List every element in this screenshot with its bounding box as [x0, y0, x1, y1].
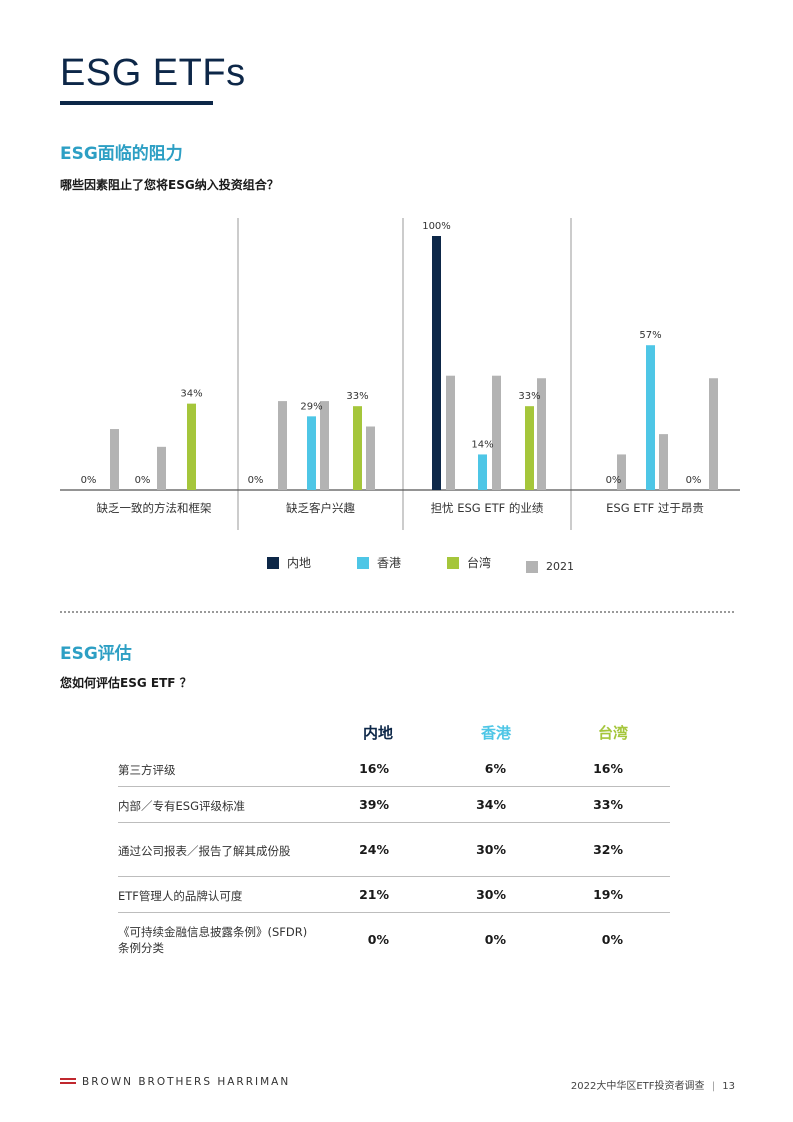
legend-swatch-taiwan: [447, 556, 459, 569]
table-row-label-line1: 《可持续金融信息披露条例》(SFDR): [118, 925, 308, 939]
table-cell: 30%: [476, 887, 506, 902]
table-cell: 24%: [359, 842, 389, 857]
legend-label-mainland: 内地: [287, 556, 312, 570]
data-label-4: 29%: [300, 401, 322, 412]
table-header-mainland: 内地: [362, 724, 393, 742]
table-cell: 0%: [601, 932, 623, 947]
legend-swatch-2021: [526, 560, 538, 573]
table-row-label-line2: 条例分类: [118, 941, 164, 955]
bar-2021-3-0: [617, 454, 626, 490]
question-evaluation: 您如何评估ESG ETF ？: [60, 676, 192, 690]
bar-2021-2-0: [446, 375, 455, 490]
footer-brand-name: BROWN BROTHERS HARRIMAN: [82, 1076, 291, 1088]
bar-1-2: [478, 454, 487, 490]
footer-separator: |: [711, 1081, 716, 1092]
table-cell: 33%: [593, 797, 623, 812]
bar-2021-2-1: [492, 375, 501, 490]
footer-report-title: 2022大中华区ETF投资者调查: [570, 1081, 705, 1092]
legend-item-mainland: 内地: [267, 554, 311, 571]
category-label-2: 担忧 ESG ETF 的业绩: [431, 501, 544, 515]
legend-item-hongkong: 香港: [357, 554, 401, 571]
data-label-8: 33%: [518, 391, 540, 402]
legend-label-2021: 2021: [546, 560, 574, 573]
data-label-9: 0%: [606, 475, 622, 486]
table-row-divider: [118, 822, 670, 823]
table-cell: 0%: [484, 932, 506, 947]
bar-0-2: [432, 236, 441, 490]
section-divider: [60, 611, 734, 613]
bar-2021-0-0: [110, 429, 119, 490]
data-label-5: 33%: [346, 391, 368, 402]
table-cell: 6%: [484, 761, 506, 776]
legend-item-taiwan: 台湾: [447, 554, 491, 571]
table-cell: 39%: [359, 797, 389, 812]
bar-2021-1-1: [320, 401, 329, 490]
bar-2-2: [525, 406, 534, 490]
table-cell: 32%: [593, 842, 623, 857]
data-label-3: 0%: [248, 475, 264, 486]
data-label-6: 100%: [422, 221, 451, 232]
data-label-11: 0%: [686, 475, 702, 486]
category-label-0: 缺乏一致的方法和框架: [97, 501, 212, 515]
data-label-7: 14%: [471, 439, 493, 450]
legend-label-hongkong: 香港: [377, 556, 402, 570]
brand-flag-icon: [60, 1078, 76, 1086]
legend-item-2021: 2021: [526, 560, 574, 573]
table-cell: 19%: [593, 887, 623, 902]
bar-2-0: [187, 403, 196, 490]
bar-2021-3-2: [709, 378, 718, 490]
section-heading-resistance: ESG面临的阻力: [60, 144, 183, 164]
data-label-10: 57%: [639, 330, 661, 341]
table-row-label: 《可持续金融信息披露条例》(SFDR) 条例分类: [118, 924, 307, 956]
bar-1-1: [307, 416, 316, 490]
data-label-1: 0%: [135, 475, 151, 486]
table-header-hongkong: 香港: [480, 724, 511, 742]
table-cell: 30%: [476, 842, 506, 857]
bar-2021-1-2: [366, 426, 375, 490]
category-label-1: 缺乏客户兴趣: [286, 501, 355, 515]
table-row-divider: [118, 912, 670, 913]
question-resistance: 哪些因素阻止了您将ESG纳入投资组合？: [60, 178, 279, 192]
legend-label-taiwan: 台湾: [467, 556, 492, 570]
table-cell: 34%: [476, 797, 506, 812]
table-row-label: 内部／专有ESG评级标准: [118, 799, 245, 813]
title-underline: [60, 101, 213, 105]
table-header-taiwan: 台湾: [597, 724, 628, 742]
table-cell: 16%: [593, 761, 623, 776]
bar-1-3: [646, 345, 655, 490]
data-label-2: 34%: [180, 389, 202, 400]
bar-2-1: [353, 406, 362, 490]
footer-brand-logo: BROWN BROTHERS HARRIMAN: [60, 1076, 290, 1088]
table-cell: 16%: [359, 761, 389, 776]
table-row-label: 第三方评级: [118, 763, 176, 777]
table-row-divider: [118, 876, 670, 877]
footer-page-number: 13: [722, 1081, 735, 1092]
table-cell: 0%: [367, 932, 389, 947]
bar-2021-3-1: [659, 434, 668, 490]
table-row-label: 通过公司报表／报告了解其成份股: [118, 844, 291, 858]
page-title: ESG ETFs: [60, 52, 246, 94]
bar-2021-0-1: [157, 446, 166, 490]
footer-report-info: 2022大中华区ETF投资者调查 | 13: [571, 1077, 735, 1092]
resistance-bar-chart: 缺乏一致的方法和框架 缺乏客户兴趣 担忧 ESG ETF 的业绩 ESG ETF 过于…: [60, 218, 740, 530]
category-label-3: ESG ETF 过于昂贵: [606, 501, 704, 515]
legend-swatch-mainland: [267, 556, 279, 569]
table-row-divider: [118, 786, 670, 787]
data-label-0: 0%: [81, 475, 97, 486]
bar-2021-1-0: [278, 401, 287, 490]
bar-2021-2-2: [537, 378, 546, 490]
table-row-label: ETF管理人的品牌认可度: [118, 889, 243, 903]
section-heading-evaluation: ESG评估: [60, 644, 132, 664]
legend-swatch-hongkong: [357, 556, 369, 569]
table-cell: 21%: [359, 887, 389, 902]
